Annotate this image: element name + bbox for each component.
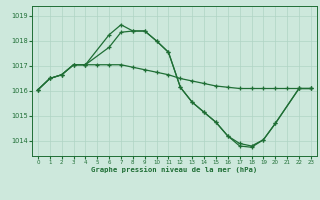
X-axis label: Graphe pression niveau de la mer (hPa): Graphe pression niveau de la mer (hPa) xyxy=(91,167,258,173)
